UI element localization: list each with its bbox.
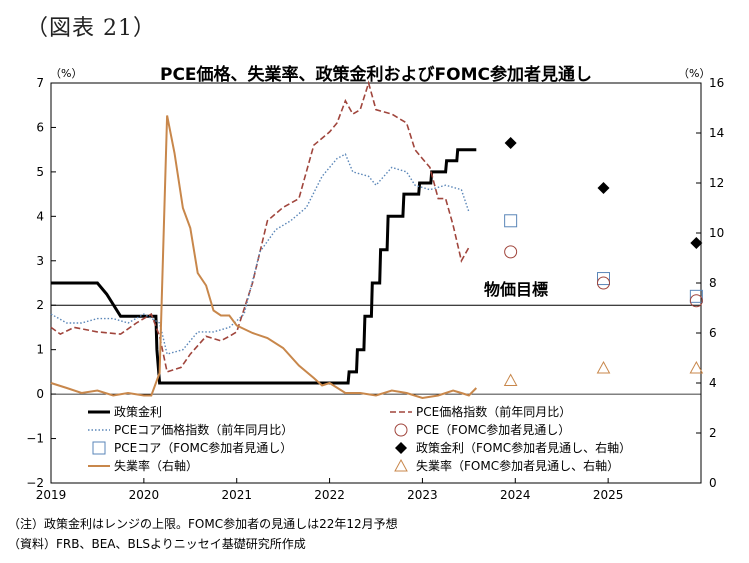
series-line [50,153,470,355]
x-tick-label: 2020 [129,488,160,502]
right-tick-label: 0 [709,476,717,490]
target-label: 物価目標 [484,280,548,299]
projection-marker [689,360,704,374]
x-tick-label: 2025 [593,488,624,502]
series-line [50,80,470,373]
right-tick-label: 16 [709,76,724,90]
figure-label: （図表 21） [26,16,156,41]
x-tick-label: 2019 [36,488,67,502]
left-tick-label: 0 [36,387,44,401]
footnote-note: （注）政策金利はレンジの上限。FOMC参加者の見通しは22年12月予想 [8,517,398,531]
legend-label: PCEコア価格指数（前年同月比） [114,422,293,437]
x-tick-label: 2024 [500,488,531,502]
projection-marker [504,214,518,228]
projection-marker [689,289,703,303]
right-axis-unit: （%） [678,67,710,80]
legend-label: 失業率（FOMC参加者見通し、右軸） [416,458,619,473]
projection-marker [597,276,610,290]
legend-swatch [395,442,407,454]
legend-label: 政策金利 [114,404,162,419]
projection-marker [689,294,703,308]
right-tick-label: 4 [709,376,717,390]
left-axis-unit: （%） [50,67,82,80]
left-tick-label: 4 [36,209,44,223]
left-tick-label: 1 [36,343,44,357]
chart-title: PCE価格、失業率、政策金利およびFOMC参加者見通し [160,64,592,85]
left-tick-label: 7 [36,76,44,90]
series-line [50,115,478,400]
right-tick-label: 14 [709,126,724,140]
right-tick-label: 8 [709,276,717,290]
x-tick-label: 2022 [314,488,345,502]
x-tick-label: 2023 [407,488,438,502]
legend-swatch [394,458,408,472]
legend-label: 失業率（右軸） [114,458,198,473]
x-tick-label: 2021 [221,488,252,502]
right-tick-label: 10 [709,226,724,240]
projection-marker [503,373,518,386]
projection-marker [504,137,517,149]
left-tick-label: 2 [36,298,44,312]
legend-label: PCE価格指数（前年同月比） [416,404,571,419]
projection-marker [690,237,703,249]
right-tick-label: 6 [709,326,717,340]
left-tick-label: 3 [36,254,44,268]
left-tick-label: 6 [36,120,44,134]
left-tick-label: −2 [26,476,44,490]
left-tick-label: −1 [26,432,44,446]
series-line [51,148,477,385]
legend-label: PCE（FOMC参加者見通し） [416,422,570,437]
right-tick-label: 2 [709,426,717,440]
footnote-source: （資料）FRB、BEA、BLSよりニッセイ基礎研究所作成 [8,537,306,551]
left-tick-label: 5 [36,165,44,179]
legend-swatch [394,423,408,437]
projection-marker [597,182,610,194]
legend-swatch [92,441,106,455]
legend-label: PCEコア（FOMC参加者見通し） [114,440,292,455]
legend-label: 政策金利（FOMC参加者見通し、右軸） [416,440,631,455]
right-tick-label: 12 [709,176,724,190]
projection-marker [504,245,518,259]
projection-marker [597,272,610,286]
projection-marker [596,360,611,374]
